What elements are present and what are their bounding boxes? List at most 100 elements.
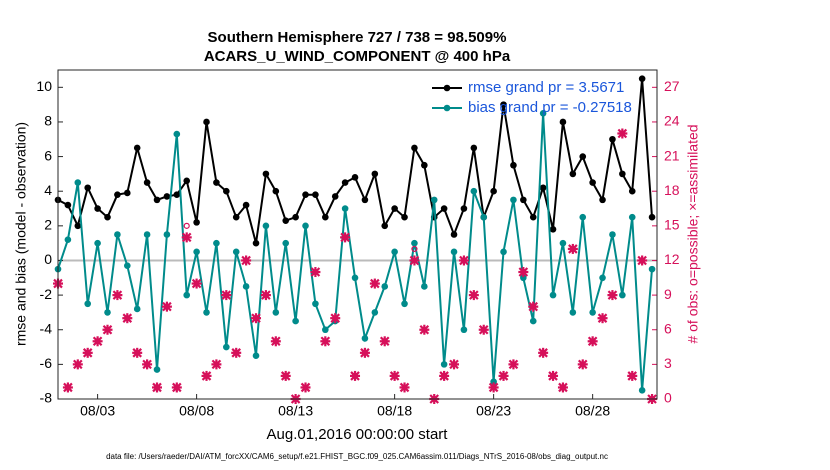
series-point	[450, 248, 458, 256]
series-point	[371, 170, 379, 178]
obs-assimilated	[211, 359, 222, 370]
series-point	[371, 309, 379, 316]
footnote: data file: /Users/raeder/DAI/ATM_forcXX/…	[106, 452, 608, 461]
legend-label: bias grand pr = -0.27518	[468, 99, 632, 116]
obs-assimilated	[72, 359, 83, 370]
series-point	[381, 283, 389, 290]
obs-assimilated	[518, 267, 529, 278]
series-point	[203, 118, 210, 126]
obs-assimilated	[607, 290, 618, 301]
obs-assimilated	[399, 382, 410, 393]
x-tick-label: 08/08	[179, 403, 214, 419]
series-point	[262, 222, 270, 230]
series-point	[500, 248, 507, 256]
series-point	[193, 248, 200, 256]
y2-tick-label: 18	[664, 182, 680, 198]
series-point	[163, 231, 171, 238]
obs-assimilated	[221, 290, 232, 301]
series-point	[470, 144, 478, 152]
obs-assimilated	[597, 313, 608, 324]
series-point	[401, 213, 408, 221]
y2-tick-label: 21	[664, 147, 680, 163]
y-tick-label: 2	[44, 217, 52, 233]
series-point	[391, 248, 398, 256]
obs-assimilated	[102, 324, 113, 335]
series-point	[183, 291, 191, 299]
series-point	[94, 239, 101, 247]
series-point	[292, 317, 299, 325]
series-point	[529, 213, 537, 221]
obs-assimilated	[548, 370, 559, 381]
series-point	[539, 109, 547, 117]
obs-assimilated	[231, 347, 242, 358]
series-point	[619, 291, 626, 299]
series-point	[143, 179, 151, 186]
series-point	[331, 193, 339, 200]
series-point	[84, 184, 92, 192]
obs-assimilated	[637, 255, 648, 266]
obs-assimilated	[458, 255, 469, 266]
obs-assimilated	[567, 243, 578, 254]
series-point	[440, 361, 448, 368]
series-point	[312, 300, 319, 308]
series-point	[94, 205, 101, 212]
series-point	[193, 219, 200, 226]
series-point	[569, 170, 577, 178]
series-point	[510, 161, 517, 169]
obs-assimilated	[538, 347, 549, 358]
obs-assimilated	[557, 382, 568, 393]
series-point	[589, 309, 596, 316]
series-point	[322, 326, 329, 334]
y-tick-label: 8	[44, 113, 52, 129]
series-point	[520, 274, 527, 282]
obs-assimilated	[409, 255, 420, 266]
series-point	[411, 239, 418, 247]
series-point	[361, 335, 369, 342]
obs-assimilated	[350, 370, 361, 381]
y-tick-label: -8	[40, 390, 53, 406]
y2-tick-label: 6	[664, 320, 672, 336]
series-point	[638, 387, 646, 394]
obs-assimilated	[310, 267, 321, 278]
obs-assimilated	[478, 324, 489, 335]
series-point	[470, 187, 478, 195]
series-point	[213, 179, 220, 186]
obs-assimilated	[617, 128, 628, 139]
plot-frame	[57, 69, 658, 400]
obs-assimilated	[449, 359, 460, 370]
y2-tick-label: 15	[664, 217, 680, 233]
obs-assimilated	[201, 370, 212, 381]
series-point	[421, 161, 428, 169]
series-point	[559, 118, 567, 126]
series-point	[460, 205, 468, 212]
series-point	[153, 366, 161, 373]
series-point	[252, 352, 260, 360]
obs-assimilated	[528, 301, 539, 312]
series-point	[490, 378, 497, 385]
series-point	[619, 170, 626, 178]
series-point	[460, 326, 468, 334]
series-point	[114, 231, 121, 238]
series-point	[262, 170, 270, 178]
series-point	[450, 231, 458, 238]
series-point	[173, 130, 181, 138]
y-axis-label: rmse and bias (model - observation)	[13, 122, 29, 346]
y2-tick-label: 3	[664, 355, 672, 371]
series-point	[124, 262, 131, 269]
series-point	[609, 135, 616, 143]
series-point	[539, 184, 547, 192]
obs-assimilated	[468, 290, 479, 301]
series-point	[440, 205, 448, 212]
legend-marker	[443, 104, 451, 112]
x-tick-label: 08/23	[476, 403, 511, 419]
series-point	[64, 201, 72, 209]
series-point	[500, 101, 507, 108]
series-point	[638, 75, 646, 82]
legend-label: rmse grand pr = 3.5671	[468, 79, 624, 96]
x-tick-label: 08/28	[575, 403, 610, 419]
obs-assimilated	[142, 359, 153, 370]
x-axis-label: Aug.01,2016 00:00:00 start	[267, 426, 449, 443]
x-tick-label: 08/03	[80, 403, 115, 419]
series-point	[569, 309, 577, 316]
